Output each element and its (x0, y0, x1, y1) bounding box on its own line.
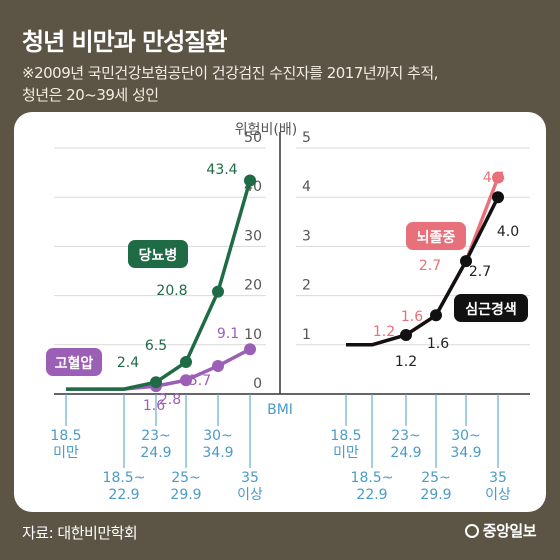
left-category-label: 34.9 (202, 445, 233, 461)
left-category-label: 미만 (53, 445, 79, 461)
right-y-tick: 5 (302, 130, 311, 146)
left-category-label: 23~ (141, 428, 171, 444)
chart-panel: 위험비(배) 0 10 20 30 40 50 1 2 3 4 5 BMI 18.5 미만 18.5~ 22.9… (14, 112, 546, 512)
stroke-legend-box (406, 222, 466, 250)
hypertension-value-label: 2.8 (159, 392, 181, 408)
mi-value-label: 1.6 (427, 336, 449, 352)
right-category-label: 23~ (391, 428, 421, 444)
stroke-value-label: 1.6 (401, 309, 423, 325)
diabetes-value-label: 43.4 (206, 162, 237, 178)
brand-icon (464, 524, 479, 538)
diabetes-value-label: 20.8 (156, 283, 187, 299)
left-y-tick: 10 (244, 327, 262, 343)
mi-value-label: 4.0 (497, 224, 519, 240)
y-axis-title: 위험비(배) (235, 122, 297, 138)
mi-series-line (346, 196, 500, 347)
left-category-label: 18.5 (50, 428, 81, 444)
left-category-label: 25~ (171, 470, 201, 486)
mi-legend-label: 심근경색 (465, 301, 517, 318)
hypertension-legend-label: 고혈압 (55, 355, 94, 372)
hypertension-value-label: 9.1 (217, 326, 239, 342)
diabetes-legend-label: 당뇨병 (139, 247, 178, 264)
hypertension-legend-box (46, 348, 102, 376)
brand-label: 중앙일보 (482, 522, 537, 540)
left-y-tick: 0 (253, 376, 262, 392)
stroke-point (492, 171, 504, 184)
stroke-value-label: 1.2 (373, 324, 395, 340)
mi-legend-box (454, 294, 528, 322)
diabetes-point (150, 376, 162, 389)
left-category-label: 24.9 (140, 445, 171, 461)
right-y-tick: 1 (302, 327, 311, 343)
left-category-label: 22.9 (108, 487, 139, 503)
right-category-label: 25~ (421, 470, 451, 486)
right-y-tick: 4 (302, 179, 311, 195)
mi-point (430, 309, 442, 322)
subtitle-line-1: ※2009년 국민건강보험공단이 건강검진 수진자를 2017년까지 추적, (22, 64, 438, 82)
left-y-tick: 30 (244, 228, 262, 244)
right-y-tick: 3 (302, 228, 311, 244)
right-category-label: 이상 (485, 487, 511, 503)
right-category-label: 18.5 (330, 428, 361, 444)
right-category-label: 24.9 (390, 445, 421, 461)
left-category-label: 이상 (237, 487, 263, 503)
mi-point (400, 328, 412, 341)
stroke-value-label: 4.4 (483, 170, 505, 186)
left-y-tick: 50 (244, 130, 262, 146)
brand-logo: 중앙일보 (464, 520, 537, 541)
stroke-value-label: 2.7 (419, 258, 441, 274)
subtitle: ※2009년 국민건강보험공단이 건강검진 수진자를 2017년까지 추적, 청… (22, 62, 542, 106)
hypertension-value-label: 5.7 (189, 373, 211, 389)
left-category-label: 18.5~ (103, 470, 146, 486)
stroke-legend-label: 뇌졸중 (417, 230, 456, 246)
right-category-label: 34.9 (450, 445, 481, 461)
diabetes-value-label: 6.5 (145, 338, 167, 354)
diabetes-series-line (66, 179, 252, 391)
hypertension-point (244, 343, 256, 356)
mi-value-label: 2.7 (469, 264, 491, 280)
right-category-label: 22.9 (356, 487, 387, 503)
left-category-label: 29.9 (170, 487, 201, 503)
mi-point (492, 191, 504, 204)
page-title: 청년 비만과 만성질환 (22, 28, 227, 56)
left-y-tick: 20 (244, 278, 262, 294)
x-axis-title: BMI (267, 402, 293, 418)
diabetes-point (180, 356, 192, 369)
hypertension-point (212, 359, 224, 372)
right-y-tick: 2 (302, 278, 311, 294)
diabetes-point (212, 285, 224, 298)
right-category-label: 미만 (333, 445, 359, 461)
left-category-label: 30~ (203, 428, 233, 444)
hypertension-value-label: 1.6 (143, 398, 165, 414)
right-category-label: 35 (489, 470, 507, 486)
diabetes-point (244, 174, 256, 187)
hypertension-point (180, 374, 192, 387)
chart-svg: 위험비(배)0102030405012345BMI18.5미만18.5~22.9… (46, 122, 530, 503)
right-category-label: 29.9 (420, 487, 451, 503)
left-category-label: 35 (241, 470, 259, 486)
diabetes-value-label: 2.4 (117, 355, 139, 371)
right-category-label: 30~ (451, 428, 481, 444)
right-category-label: 18.5~ (351, 470, 394, 486)
source-note: 자료: 대한비만학회 (22, 524, 138, 542)
mi-value-label: 1.2 (395, 354, 417, 370)
diabetes-legend-box (128, 240, 188, 268)
mi-point (460, 255, 472, 268)
subtitle-line-2: 청년은 20~39세 성인 (22, 86, 159, 104)
